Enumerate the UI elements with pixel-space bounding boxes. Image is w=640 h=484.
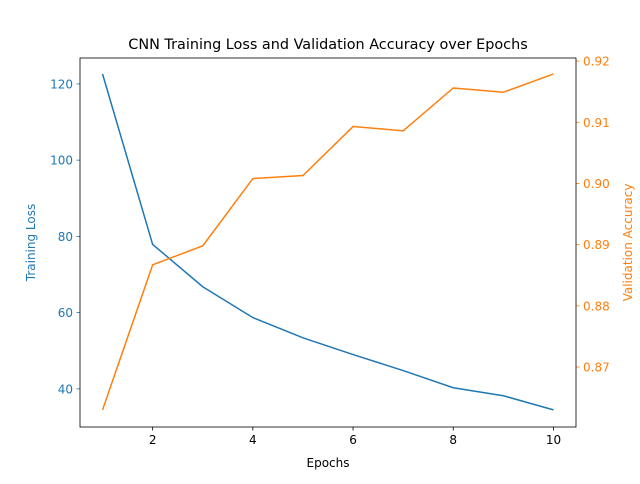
left-y-axis-label: Training Loss (24, 204, 38, 282)
left-y-tick-label: 60 (58, 306, 73, 320)
validation-accuracy-line (103, 74, 554, 410)
plot-frame (80, 58, 576, 427)
right-y-axis-label: Validation Accuracy (621, 184, 635, 302)
chart-title: CNN Training Loss and Validation Accurac… (128, 37, 527, 53)
right-y-tick-label: 0.89 (583, 238, 610, 252)
left-y-tick-label: 100 (50, 154, 73, 168)
left-y-tick-label: 120 (50, 77, 73, 91)
right-y-tick-label: 0.88 (583, 299, 610, 313)
training-loss-line (103, 74, 554, 410)
x-tick-label: 8 (449, 433, 457, 447)
right-y-tick-label: 0.92 (583, 55, 610, 69)
x-tick-label: 6 (349, 433, 357, 447)
right-y-tick-label: 0.87 (583, 361, 610, 375)
left-y-tick-label: 80 (58, 230, 73, 244)
right-y-tick-label: 0.91 (583, 116, 610, 130)
x-tick-label: 2 (149, 433, 157, 447)
x-tick-label: 4 (249, 433, 257, 447)
x-axis-label: Epochs (307, 456, 350, 470)
left-y-tick-label: 40 (58, 382, 73, 396)
x-tick-label: 10 (546, 433, 561, 447)
right-y-tick-label: 0.90 (583, 177, 610, 191)
